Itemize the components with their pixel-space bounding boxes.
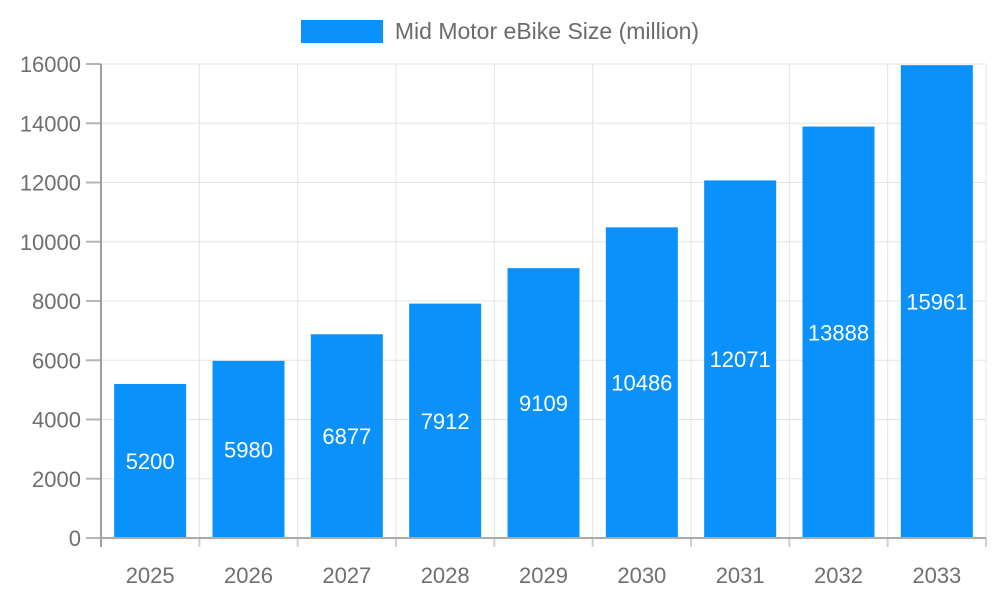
bar-value-label: 5200 [126, 449, 175, 474]
bar-value-label: 6877 [322, 424, 371, 449]
x-tick-label: 2027 [322, 563, 371, 588]
bar-value-label: 9109 [519, 391, 568, 416]
y-tick-label: 8000 [32, 289, 81, 314]
bar-value-label: 15961 [906, 290, 967, 315]
y-tick-label: 16000 [20, 52, 81, 77]
bar-value-label: 10486 [611, 371, 672, 396]
bar [802, 126, 875, 539]
x-tick-label: 2028 [421, 563, 470, 588]
y-tick-label: 0 [69, 526, 81, 551]
bar [409, 303, 482, 538]
x-tick-label: 2026 [224, 563, 273, 588]
y-tick-label: 10000 [20, 230, 81, 255]
y-tick-label: 2000 [32, 467, 81, 492]
bar [900, 65, 973, 539]
y-tick-label: 4000 [32, 408, 81, 433]
x-tick-label: 2032 [814, 563, 863, 588]
x-tick-label: 2025 [126, 563, 175, 588]
bar-value-label: 12071 [710, 347, 771, 372]
x-tick-label: 2033 [912, 563, 961, 588]
bar [605, 227, 678, 539]
y-tick-label: 6000 [32, 348, 81, 373]
y-tick-label: 12000 [20, 171, 81, 196]
bar [310, 334, 383, 538]
bar [114, 383, 187, 538]
bar-value-label: 5980 [224, 437, 273, 462]
y-tick-label: 14000 [20, 111, 81, 136]
bar [507, 268, 580, 538]
x-tick-label: 2030 [617, 563, 666, 588]
x-tick-label: 2031 [716, 563, 765, 588]
bar-value-label: 13888 [808, 320, 869, 345]
bar [704, 180, 777, 539]
x-tick-label: 2029 [519, 563, 568, 588]
bar-value-label: 7912 [421, 409, 470, 434]
bar [212, 360, 285, 538]
